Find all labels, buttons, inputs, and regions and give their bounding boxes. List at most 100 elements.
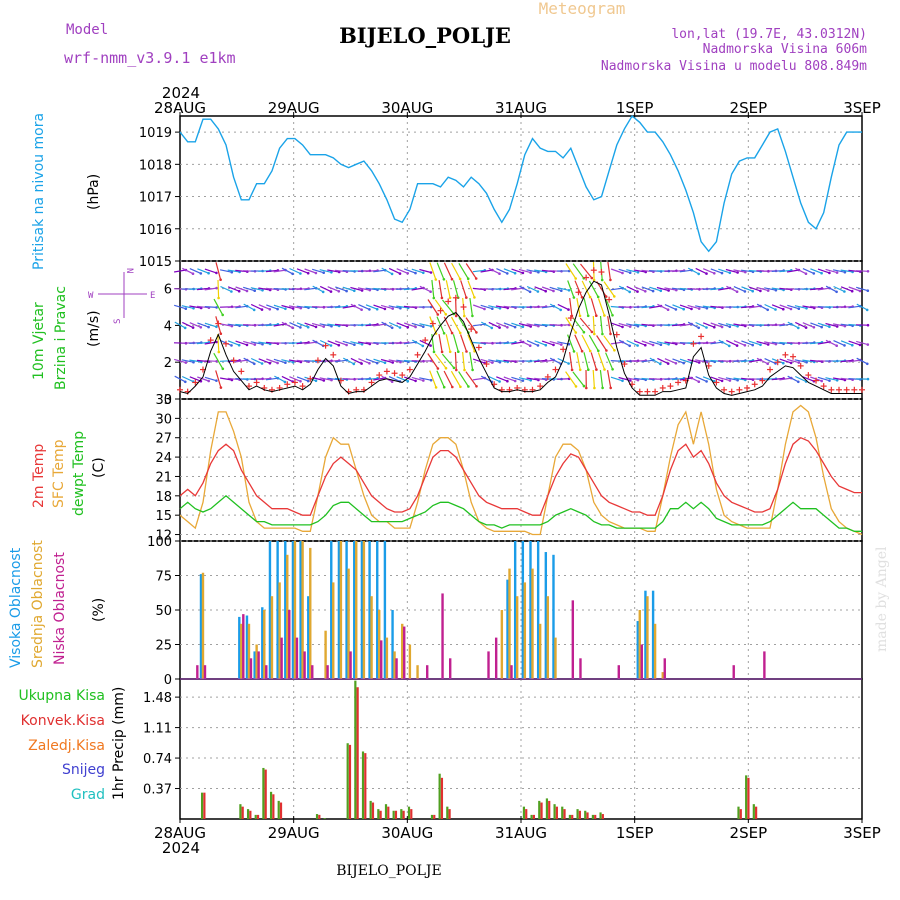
wind-arrow <box>748 340 761 346</box>
wind-arrow <box>679 304 692 310</box>
wind-arrow-head <box>529 271 532 274</box>
y-tick-label: 50 <box>155 604 172 619</box>
wind-arrow <box>373 323 386 327</box>
wind-arrow-head <box>448 296 452 300</box>
y-tick-label: 1019 <box>139 126 172 141</box>
wind-arrow-head <box>601 332 604 336</box>
wind-arrow <box>771 323 784 327</box>
wind-arrow-head <box>506 272 509 275</box>
wind-arrow-head <box>572 350 576 353</box>
wind-arrow <box>365 377 378 381</box>
wind-arrow-head <box>590 330 594 334</box>
wind-arrow <box>273 358 286 364</box>
wind-arrow-head <box>215 379 218 383</box>
temp-unit: (C) <box>91 457 107 478</box>
wind-arrow-head <box>414 379 417 383</box>
wind-arrow-head <box>448 350 452 354</box>
wind-arrow <box>702 322 715 328</box>
wind-arrow-head <box>659 362 662 366</box>
wind-arrow-head <box>436 367 440 370</box>
wind-arrow <box>452 334 459 352</box>
wind-arrow-head <box>217 350 221 354</box>
total-rain-bar <box>369 800 372 819</box>
wind-arrow-head <box>601 386 604 390</box>
wind-arrow <box>373 304 386 310</box>
sfc-temp-line <box>179 404 863 536</box>
time-label-bottom: 2SEP <box>730 824 768 842</box>
wind-arrow <box>452 280 459 298</box>
wind-arrow-head <box>191 326 195 329</box>
wind-arrow <box>289 322 301 328</box>
wind-arrow <box>296 268 309 274</box>
total-rain-bar <box>446 806 449 819</box>
wind-arrow <box>250 287 263 291</box>
wind-arrow <box>189 322 202 328</box>
wind-arrow-head <box>804 272 808 276</box>
wind-arrow-head <box>636 271 640 274</box>
wind-arrow <box>633 359 646 363</box>
pressure-unit: (hPa) <box>86 174 102 210</box>
wind-arrow-head <box>345 289 348 293</box>
wind-arrow-head <box>588 349 592 353</box>
wind-arrow <box>431 279 435 299</box>
wind-arrow-head <box>454 314 458 318</box>
wind-arrow-head <box>528 344 532 348</box>
wind-arrow <box>181 305 194 309</box>
wind-arrow-head <box>391 307 395 310</box>
high-cloud-bar <box>521 541 525 679</box>
wind-arrow-head <box>828 271 831 275</box>
conv-rain-bar <box>387 806 390 819</box>
wind-arrow <box>581 334 591 352</box>
wind-arrow <box>626 339 638 347</box>
wind-arrow-head <box>422 325 425 329</box>
wind-arrow-head <box>674 362 678 365</box>
wind-arrow-head <box>835 379 839 382</box>
high-cloud-bar <box>353 541 356 679</box>
wind-arrow <box>825 339 837 347</box>
mid-cloud-bar <box>309 547 312 679</box>
mid-cloud-bar <box>508 568 511 679</box>
high-cloud-bar <box>199 574 203 679</box>
wind-arrow-head <box>603 368 606 371</box>
wind-arrow <box>288 359 301 363</box>
time-label-bottom: 30AUG <box>381 824 433 842</box>
dewpt-line <box>179 494 862 532</box>
mid-cloud-bar <box>416 665 419 679</box>
wind-arrow <box>403 287 416 291</box>
wind-arrow <box>840 377 853 381</box>
wind-arrow-head <box>805 307 808 310</box>
mid-cloud-bar <box>324 630 327 679</box>
wind-arrow <box>756 340 769 346</box>
wind-arrow <box>443 370 453 388</box>
wind-arrow-head <box>368 362 371 365</box>
pressure-line <box>179 114 862 253</box>
total-rain-bar <box>384 804 388 819</box>
wind-arrow-head <box>697 307 701 310</box>
wind-arrow-head <box>237 343 241 347</box>
wind-arrow <box>626 323 639 327</box>
wind-arrow <box>710 322 723 328</box>
wind-arrow-head <box>219 278 222 282</box>
wind-arrow <box>258 324 271 326</box>
y-tick-label: 4 <box>164 319 172 334</box>
wind-arrow-head <box>322 271 326 275</box>
wind-arrow-head <box>567 342 571 346</box>
wind-arrow-head <box>609 278 612 282</box>
wind-arrow-head <box>735 344 739 347</box>
wind-arrow <box>258 358 271 364</box>
wind-arrow-head <box>851 343 854 347</box>
wind-arrow-head <box>483 307 486 311</box>
mid-cloud-bar <box>332 582 335 679</box>
wind-arrow <box>581 280 591 298</box>
y-tick-label: 30 <box>155 412 172 427</box>
conv-rain-bar <box>272 794 275 819</box>
total-rain-bar <box>407 806 411 819</box>
y-tick-label: 6 <box>164 283 172 298</box>
wind-arrow-head <box>774 288 778 292</box>
wind-arrow <box>204 268 217 274</box>
wind-arrow <box>258 304 271 310</box>
wind-arrow <box>633 377 646 381</box>
wind-arrow <box>574 280 583 298</box>
wind-arrow <box>204 287 217 291</box>
wind-arrow-head <box>442 278 446 281</box>
